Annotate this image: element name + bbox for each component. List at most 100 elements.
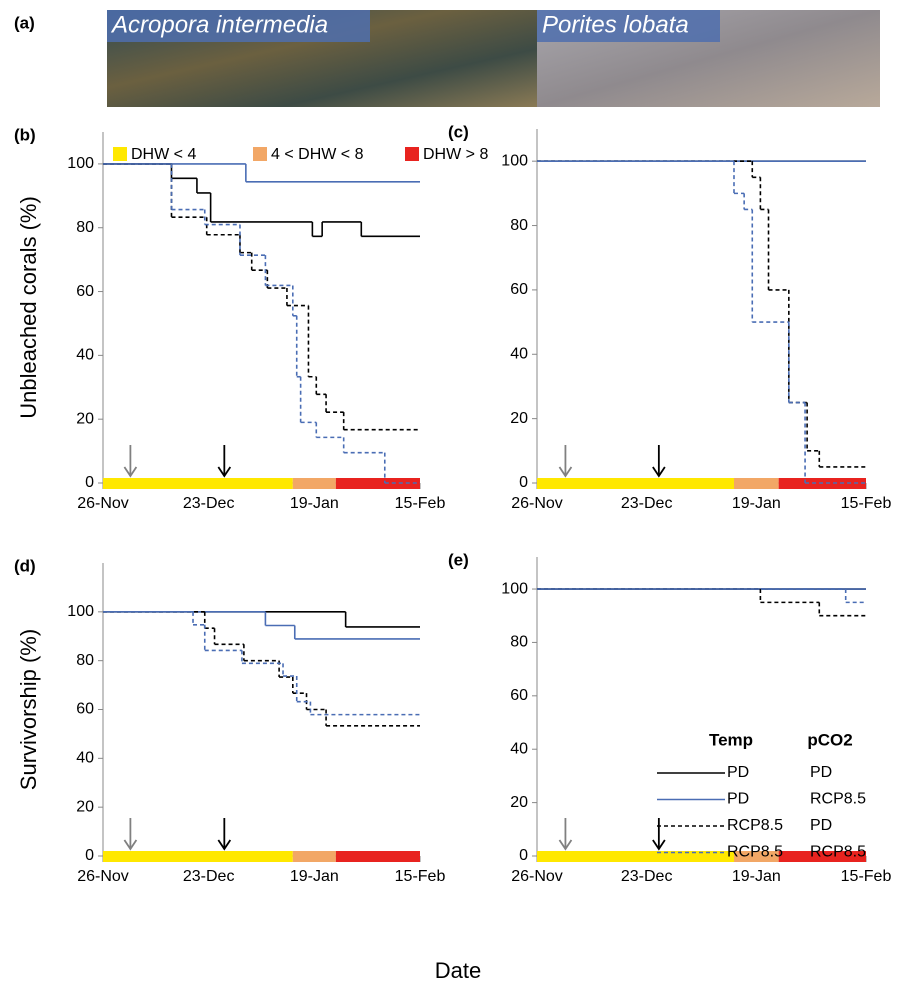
y-tick-label: 20 xyxy=(76,798,94,815)
caption-box xyxy=(107,10,370,42)
x-tick-label: 19-Jan xyxy=(732,495,781,512)
y-tick-label: 0 xyxy=(85,474,94,491)
dhw-band xyxy=(733,851,779,862)
chart-panel: (c) 0 20 40 60 80 100 26-Nov 23-Dec 19-Jan 15-Feb xyxy=(448,122,891,512)
dhw-band xyxy=(103,851,293,862)
x-tick-label: 26-Nov xyxy=(511,495,563,512)
y-tick-label: 40 xyxy=(76,750,94,767)
legend-pco2: PD xyxy=(810,817,832,834)
panel-label: (d) xyxy=(14,556,36,575)
y-axis-label: Survivorship (%) xyxy=(16,629,41,790)
legend-label: DHW < 4 xyxy=(131,146,196,163)
arrow xyxy=(217,818,232,851)
photo-caption: Acropora intermedia xyxy=(110,11,328,38)
legend-label: 4 < DHW < 8 xyxy=(271,146,364,163)
x-tick-label: 23-Dec xyxy=(621,495,673,512)
x-tick-label: 15-Feb xyxy=(395,868,446,885)
y-tick-label: 0 xyxy=(85,847,94,864)
legend-temp: PD xyxy=(727,764,749,781)
arrow xyxy=(558,445,573,478)
legend-pco2: RCP8.5 xyxy=(810,791,866,808)
arrow-head xyxy=(652,839,666,851)
dhw-band xyxy=(103,478,293,489)
legend-temp: RCP8.5 xyxy=(727,817,783,834)
y-tick-label: 100 xyxy=(501,152,528,169)
y-tick-label: 60 xyxy=(76,701,94,718)
x-tick-label: 23-Dec xyxy=(183,495,235,512)
chart-panel: (d) Survivorship (%) 0 20 40 60 80 100 26-Nov 23-… xyxy=(14,556,445,885)
y-tick-label: 80 xyxy=(510,217,528,234)
y-tick-label: 80 xyxy=(76,652,94,669)
panel-label: (c) xyxy=(448,122,469,141)
arrow-head xyxy=(217,466,232,478)
panel-label: (b) xyxy=(14,125,36,144)
caption-box xyxy=(537,10,720,42)
arrow-head xyxy=(558,466,573,478)
x-tick-label: 23-Dec xyxy=(183,868,235,885)
panel-label: (e) xyxy=(448,550,469,569)
y-tick-label: 40 xyxy=(76,347,94,364)
y-tick-label: 100 xyxy=(67,603,94,620)
legend-pco2: PD xyxy=(810,764,832,781)
legend-temp: PD xyxy=(727,791,749,808)
y-tick-label: 60 xyxy=(510,281,528,298)
x-tick-label: 15-Feb xyxy=(395,495,446,512)
x-tick-label: 26-Nov xyxy=(511,868,563,885)
legend-pco2: RCP8.5 xyxy=(810,844,866,861)
legend-swatch xyxy=(405,147,419,161)
dhw-band xyxy=(537,851,734,862)
dhw-band xyxy=(733,478,779,489)
x-tick-label: 19-Jan xyxy=(290,495,339,512)
arrow-head xyxy=(123,839,138,851)
legend-header: pCO2 xyxy=(807,730,852,749)
arrow-head xyxy=(217,839,232,851)
x-tick-label: 19-Jan xyxy=(290,868,339,885)
y-tick-label: 0 xyxy=(519,847,528,864)
y-tick-label: 20 xyxy=(510,410,528,427)
y-tick-label: 100 xyxy=(67,155,94,172)
x-tick-label: 23-Dec xyxy=(621,868,673,885)
arrow xyxy=(217,445,232,478)
arrow xyxy=(123,818,138,851)
x-tick-label: 26-Nov xyxy=(77,868,129,885)
dhw-band xyxy=(292,478,336,489)
dhw-band xyxy=(537,478,734,489)
arrow-head xyxy=(558,839,573,851)
x-axis-label: Date xyxy=(435,958,481,983)
y-tick-label: 40 xyxy=(510,345,528,362)
x-tick-label: 19-Jan xyxy=(732,868,781,885)
y-tick-label: 40 xyxy=(510,740,528,757)
legend-swatch xyxy=(113,147,127,161)
y-tick-label: 20 xyxy=(76,410,94,427)
arrow xyxy=(652,445,666,478)
dhw-band xyxy=(335,851,420,862)
arrow-head xyxy=(652,466,666,478)
dhw-band xyxy=(292,851,336,862)
y-tick-label: 80 xyxy=(76,219,94,236)
arrow xyxy=(652,818,666,851)
y-tick-label: 60 xyxy=(76,283,94,300)
y-tick-label: 20 xyxy=(510,794,528,811)
legend-header: Temp xyxy=(709,730,753,749)
legend-label: DHW > 8 xyxy=(423,146,488,163)
legend-temp: RCP8.5 xyxy=(727,844,783,861)
chart-panel: (e) 0 20 40 60 80 100 26-Nov 23-Dec 19-Jan 15-Feb T… xyxy=(448,550,891,885)
dhw-band xyxy=(778,851,866,862)
panel-label: (a) xyxy=(14,13,35,32)
photo-caption: Porites lobata xyxy=(542,11,689,38)
dhw-band xyxy=(335,478,420,489)
y-tick-label: 100 xyxy=(501,580,528,597)
y-tick-label: 0 xyxy=(519,474,528,491)
arrow xyxy=(558,818,573,851)
legend: Temp pCO2 PD PD PD RCP8.5 RCP8.5 PD RCP8.5 RCP8.5 xyxy=(657,730,866,861)
y-tick-label: 60 xyxy=(510,687,528,704)
y-tick-label: 80 xyxy=(510,634,528,651)
x-tick-label: 15-Feb xyxy=(841,495,892,512)
arrow xyxy=(123,445,138,478)
y-axis-label: Unbleached corals (%) xyxy=(16,196,41,419)
photo-panel: (a) Acropora intermedia Porites lobata xyxy=(14,10,880,107)
x-tick-label: 26-Nov xyxy=(77,495,129,512)
legend-swatch xyxy=(253,147,267,161)
arrow-head xyxy=(123,466,138,478)
